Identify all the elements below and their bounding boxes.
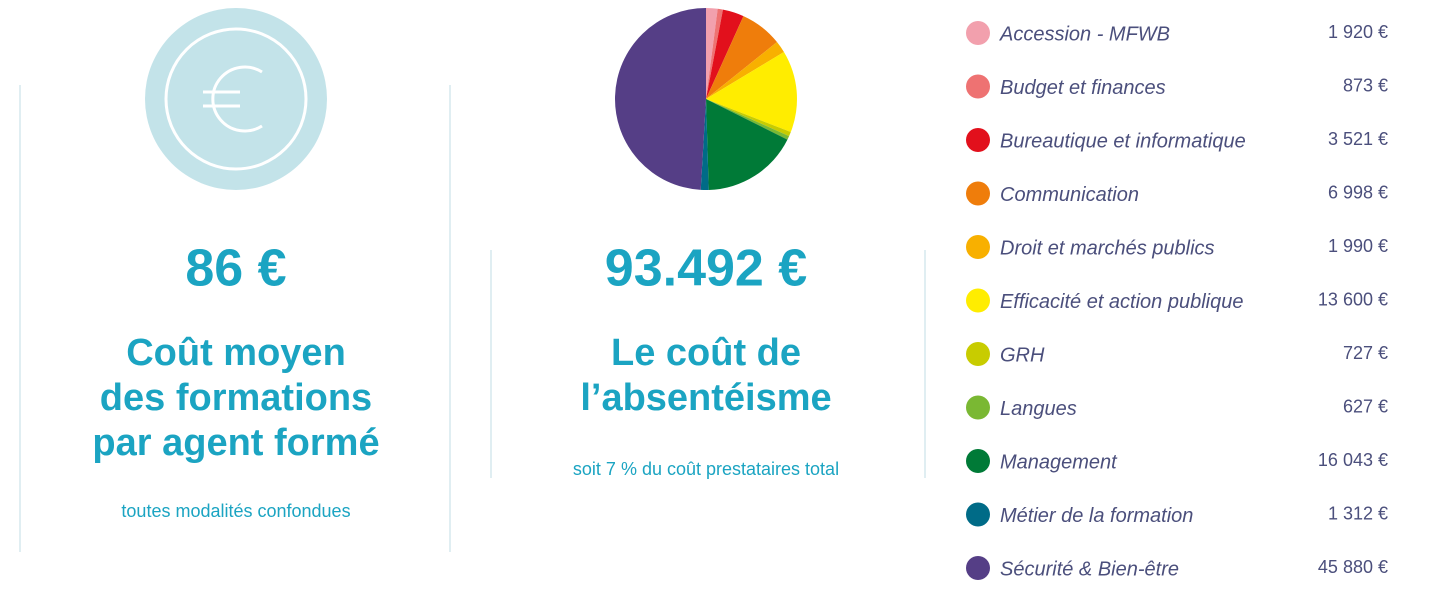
- legend-swatch: [966, 235, 990, 259]
- legend-swatch: [966, 128, 990, 152]
- pie-slice: [706, 9, 744, 99]
- legend-swatch: [966, 449, 990, 473]
- legend-swatch: [966, 395, 990, 420]
- value-label: 1 990 €: [1328, 236, 1388, 256]
- legend-swatch: [966, 288, 990, 313]
- value-label: 873 €: [1343, 75, 1388, 95]
- legend-label: Sécurité & Bien-être: [1000, 558, 1179, 580]
- pie-slice: [706, 8, 718, 99]
- pie-slice: [700, 99, 709, 191]
- pie-slice: [706, 16, 777, 99]
- value-label: 727 €: [1343, 343, 1388, 363]
- legend-label: Droit et marchés publics: [1000, 237, 1215, 259]
- value-label: 6 998 €: [1328, 182, 1388, 202]
- card-title: par agent formé: [92, 422, 379, 464]
- card-title: l’absentéisme: [580, 377, 831, 419]
- legend-label: Management: [1000, 451, 1118, 473]
- legend-swatch: [966, 21, 990, 45]
- legend-label: Bureautique et informatique: [1000, 130, 1246, 152]
- legend-swatch: [966, 74, 990, 99]
- euro-icon: [145, 8, 327, 190]
- legend-label: Communication: [1000, 184, 1139, 206]
- legend-swatch: [966, 342, 990, 366]
- value-label: 3 521 €: [1328, 129, 1388, 149]
- value-label: 13 600 €: [1318, 289, 1388, 309]
- pie-slice: [706, 42, 784, 99]
- card-note: soit 7 % du coût prestataires total: [573, 459, 839, 479]
- pie-slice: [614, 8, 706, 190]
- legend-label: Métier de la formation: [1000, 505, 1193, 527]
- card-title: des formations: [100, 377, 372, 419]
- pie-slice: [706, 99, 790, 140]
- pie-slice: [706, 99, 788, 190]
- card-note: toutes modalités confondues: [121, 501, 350, 521]
- value-label: 16 043 €: [1318, 450, 1388, 470]
- card-title: Le coût de: [611, 332, 801, 374]
- legend-swatch: [966, 556, 990, 580]
- legend-label: GRH: [1000, 344, 1045, 366]
- legend-label: Budget et finances: [1000, 77, 1166, 99]
- pie-slice: [706, 8, 723, 100]
- card-value: 86 €: [185, 240, 286, 298]
- value-label: 1 920 €: [1328, 22, 1388, 42]
- value-label: 627 €: [1343, 396, 1388, 416]
- card-title: Coût moyen: [126, 332, 346, 374]
- legend-label: Efficacité et action publique: [1000, 291, 1244, 313]
- legend-swatch: [966, 181, 990, 206]
- pie-slice: [706, 99, 791, 137]
- card-value: 93.492 €: [605, 240, 807, 298]
- value-label: 1 312 €: [1328, 503, 1388, 523]
- legend-swatch: [966, 502, 990, 527]
- legend-label: Langues: [1000, 398, 1077, 420]
- pie-slice: [706, 52, 797, 133]
- value-label: 45 880 €: [1318, 557, 1388, 577]
- legend-label: Accession - MFWB: [999, 23, 1170, 45]
